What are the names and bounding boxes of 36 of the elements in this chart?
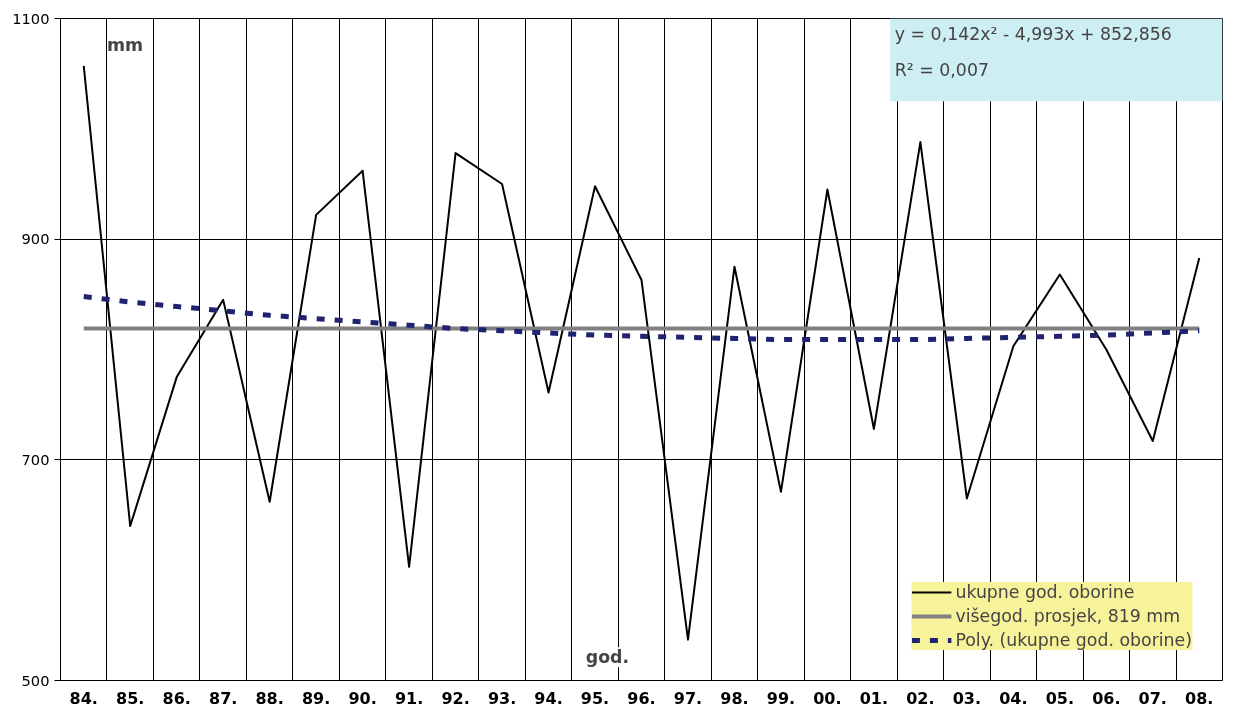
x-tick-label: 96. xyxy=(627,688,656,708)
y-tick-label: 500 xyxy=(21,671,50,689)
x-tick-label: 84. xyxy=(69,688,98,708)
annotation: god. xyxy=(585,647,630,668)
x-tick-label: 92. xyxy=(441,688,470,708)
x-tick-label: 02. xyxy=(906,688,935,708)
x-tick-label: 93. xyxy=(487,688,517,708)
annotation: mm xyxy=(106,35,144,56)
legend-label: ukupne god. oborine xyxy=(955,582,1135,602)
legend-label: višegod. prosjek, 819 mm xyxy=(955,606,1181,626)
x-tick-label: 08. xyxy=(1185,688,1214,708)
x-tick-label: 95. xyxy=(580,688,610,708)
y-tick-label: 1100 xyxy=(12,9,50,27)
annotation: R² = 0,007 xyxy=(894,60,989,81)
legend-label: Poly. (ukupne god. oborine) xyxy=(955,630,1192,650)
x-tick-label: 98. xyxy=(720,688,749,708)
x-tick-label: 07. xyxy=(1138,688,1167,708)
x-tick-label: 86. xyxy=(162,688,191,708)
x-tick-label: 90. xyxy=(348,688,377,708)
x-tick-label: 04. xyxy=(999,688,1028,708)
x-tick-label: 00. xyxy=(813,688,842,708)
x-tick-label: 85. xyxy=(116,688,145,708)
x-tick-label: 91. xyxy=(394,688,424,708)
annotation: y = 0,142x² - 4,993x + 852,856 xyxy=(894,24,1172,45)
x-tick-label: 88. xyxy=(255,688,284,708)
x-tick-label: 05. xyxy=(1045,688,1074,708)
x-tick-label: 06. xyxy=(1092,688,1121,708)
x-tick-label: 97. xyxy=(673,688,703,708)
x-tick-label: 89. xyxy=(301,688,331,708)
x-tick-label: 94. xyxy=(534,688,563,708)
x-tick-label: 87. xyxy=(209,688,238,708)
x-tick-label: 01. xyxy=(859,688,889,708)
y-tick-label: 900 xyxy=(21,230,50,248)
x-tick-label: 03. xyxy=(952,688,982,708)
y-tick-label: 700 xyxy=(21,450,50,468)
x-tick-label: 99. xyxy=(766,688,796,708)
